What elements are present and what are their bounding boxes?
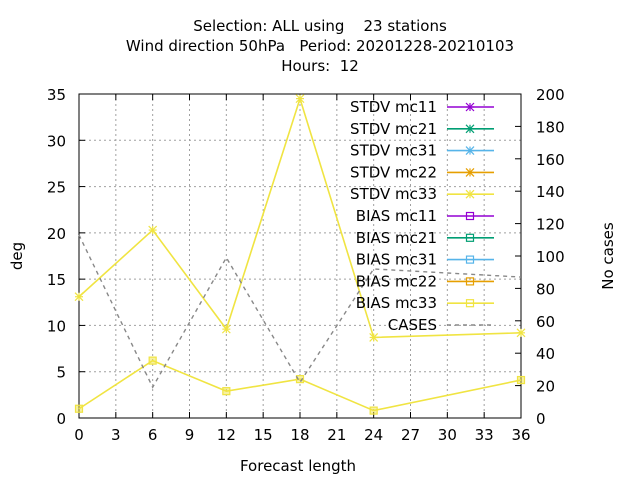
x-tick-label: 0 [74,426,84,444]
y2-tick-label: 140 [536,183,565,201]
legend-label: STDV mc33 [350,185,437,203]
legend-marker [465,146,475,156]
chart-title-line: Hours: 12 [281,57,359,75]
y2-axis-label: No cases [599,222,617,290]
legend-label: BIAS mc21 [356,229,437,247]
y-tick-label: 10 [47,317,66,335]
y-tick-label: 5 [56,364,66,382]
series-point [369,333,379,342]
series-point [295,94,305,104]
legend-label: STDV mc21 [350,120,437,138]
series-point [369,406,378,415]
legend-marker-stroke [465,146,475,156]
legend-label: STDV mc11 [350,98,437,116]
x-tick-label: 12 [217,426,236,444]
series-point [295,375,305,384]
series-point [74,404,84,413]
y-axis-label: deg [8,242,26,270]
x-tick-label: 36 [511,426,530,444]
legend-marker [465,299,475,308]
axes: 0 3 6 9 12 15 18 21 24 27 30 33 36051015202530350204… [8,86,617,475]
legend-marker [465,102,475,112]
legend-marker [465,211,475,221]
legend-marker [465,277,475,286]
x-tick-label: 27 [401,426,420,444]
y2-tick-label: 120 [536,216,565,234]
y-tick-label: 25 [47,179,66,197]
legend-label: BIAS mc11 [356,207,437,225]
grid [79,94,521,418]
legend-marker-stroke [465,124,475,134]
legend-marker-stroke [465,167,475,177]
x-tick-label: 15 [254,426,273,444]
y-tick-label: 15 [47,271,66,289]
y-tick-label: 35 [47,86,66,104]
series-point-stroke [295,94,305,104]
y2-tick-label: 160 [536,151,565,169]
chart-title-line: Wind direction 50hPa Period: 20201228-20… [126,37,514,55]
y2-tick-label: 60 [536,313,555,331]
x-tick-label: 30 [438,426,457,444]
legend-label: BIAS mc31 [356,251,437,269]
legend-label: STDV mc31 [350,142,437,160]
series-point [516,328,526,338]
y2-tick-label: 0 [536,410,546,428]
series-point [222,387,231,396]
legend-label: CASES [388,316,437,334]
series-point [148,356,157,365]
legend-label: BIAS mc22 [356,272,437,290]
series-line [78,95,522,339]
x-tick-label: 24 [364,426,383,444]
legend: STDV mc11 STDV mc21 STDV mc31 STDV mc22 STDV… [350,98,494,334]
x-tick-label: 33 [475,426,494,444]
legend-label: BIAS mc33 [356,294,437,312]
series-line [78,359,522,412]
chart-title: Selection: ALL using 23 stations Wind dir… [126,17,514,75]
series [74,94,526,415]
x-tick-label: 18 [290,426,309,444]
x-axis-label: Forecast length [240,457,356,475]
series-point-stroke [516,328,526,338]
x-tick-label: 21 [327,426,346,444]
x-tick-label: 6 [148,426,158,444]
legend-marker-stroke [465,102,475,112]
legend-marker [465,189,475,199]
series-point-stroke [74,292,84,302]
series-point [221,324,231,334]
series-point-stroke [148,225,158,235]
y2-tick-label: 40 [536,345,555,363]
y2-tick-label: 100 [536,248,565,266]
legend-marker-stroke [465,189,475,199]
legend-marker [465,233,475,242]
y-tick-label: 20 [47,225,66,243]
y-tick-label: 0 [56,410,66,428]
chart-title-line: Selection: ALL using 23 stations [193,17,447,35]
legend-label: STDV mc22 [350,163,437,181]
legend-marker [465,167,475,177]
series-point-stroke [369,333,379,342]
y2-tick-label: 200 [536,86,565,104]
y2-tick-label: 20 [536,378,555,396]
series-point [148,225,158,235]
x-tick-label: 9 [185,426,195,444]
y2-tick-label: 80 [536,280,555,298]
y2-tick-label: 180 [536,118,565,136]
series-point [74,292,84,302]
y-tick-label: 30 [47,132,66,150]
series-point-stroke [221,324,231,334]
legend-marker [465,255,475,264]
legend-marker [465,124,475,134]
x-tick-label: 3 [111,426,121,444]
series-point [516,375,526,385]
